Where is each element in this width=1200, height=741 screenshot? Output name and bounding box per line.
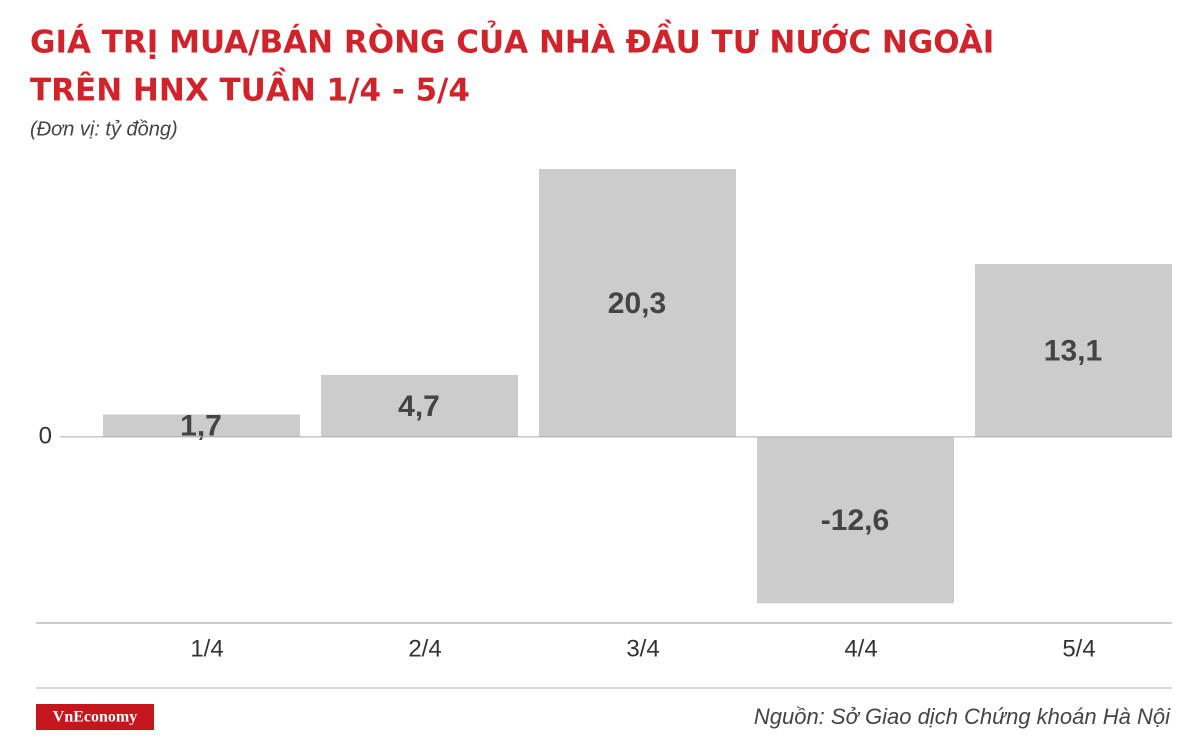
bar — [321, 374, 518, 437]
source: Nguồn: Sở Giao dịch Chứng khoán Hà Nội — [754, 704, 1171, 729]
value-label: 13,1 — [1044, 334, 1102, 367]
bar — [975, 264, 1172, 437]
value-label: 20,3 — [608, 287, 666, 320]
value-label: 1,7 — [180, 410, 222, 443]
y-tick-label: 0 — [39, 422, 52, 449]
value-label: -12,6 — [821, 504, 889, 537]
x-tick-label: 4/4 — [844, 635, 877, 662]
x-tick-label: 2/4 — [408, 635, 441, 662]
logo: VnEconomy — [53, 709, 137, 726]
bar — [103, 414, 300, 437]
x-tick-label: 1/4 — [190, 635, 223, 662]
chart-title: GIÁ TRỊ MUA/BÁN RÒNG CỦA NHÀ ĐẦU TƯ NƯỚC… — [30, 21, 994, 61]
chart-title: TRÊN HNX TUẦN 1/4 - 5/4 — [30, 69, 470, 109]
x-tick-label: 3/4 — [626, 635, 659, 662]
logo-box — [36, 704, 154, 730]
bar — [539, 169, 736, 437]
chart-subtitle: (Đơn vị: tỷ đồng) — [30, 118, 178, 140]
x-tick-label: 5/4 — [1062, 635, 1095, 662]
bar — [757, 436, 954, 604]
value-label: 4,7 — [398, 390, 440, 423]
